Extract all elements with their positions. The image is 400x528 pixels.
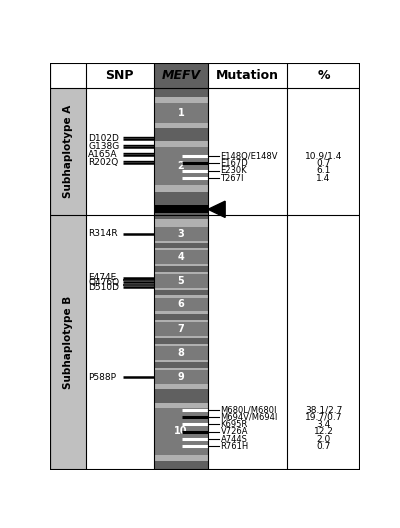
Text: E167D: E167D <box>220 159 248 168</box>
Text: D102D: D102D <box>88 134 119 143</box>
Bar <box>154 241 208 243</box>
Bar <box>154 384 208 389</box>
Bar <box>154 408 208 455</box>
Bar <box>154 403 208 408</box>
Text: M680L/M680I: M680L/M680I <box>220 406 277 414</box>
Bar <box>154 264 208 266</box>
Text: Mutation: Mutation <box>216 69 279 82</box>
Bar <box>154 319 208 322</box>
Bar <box>154 288 208 290</box>
Text: 7: 7 <box>178 324 184 334</box>
Text: R314R: R314R <box>88 229 118 238</box>
Bar <box>154 370 208 384</box>
Text: 4: 4 <box>178 252 184 262</box>
Text: G138G: G138G <box>88 142 119 151</box>
Bar <box>154 142 208 146</box>
Text: Subhaplotype B: Subhaplotype B <box>63 296 73 389</box>
Text: K695R: K695R <box>220 420 248 429</box>
Text: 1: 1 <box>178 108 184 118</box>
Text: 0.7: 0.7 <box>316 159 331 168</box>
Text: A744S: A744S <box>220 435 247 444</box>
Text: 2: 2 <box>178 161 184 171</box>
Text: 8: 8 <box>178 348 184 358</box>
Text: M694V/M694I: M694V/M694I <box>220 412 278 421</box>
Text: V726A: V726A <box>220 427 248 436</box>
Bar <box>154 185 208 192</box>
Bar <box>154 205 208 213</box>
Bar <box>154 122 208 128</box>
Text: D510D: D510D <box>88 283 119 292</box>
Polygon shape <box>208 201 225 218</box>
Text: SNP: SNP <box>106 69 134 82</box>
Text: MEFV: MEFV <box>162 69 200 82</box>
Bar <box>154 248 208 250</box>
Text: 12.2: 12.2 <box>314 427 334 436</box>
Text: 9: 9 <box>178 372 184 382</box>
Text: T267I: T267I <box>220 174 244 183</box>
Text: R202Q: R202Q <box>88 158 118 167</box>
Text: 10: 10 <box>174 426 188 436</box>
Bar <box>154 103 208 122</box>
Bar <box>154 220 208 227</box>
Text: 0.7: 0.7 <box>316 442 331 451</box>
Bar <box>154 360 208 362</box>
Bar <box>154 272 208 274</box>
Bar <box>154 63 208 470</box>
Bar <box>154 336 208 338</box>
Text: Q476Q: Q476Q <box>88 278 119 287</box>
Bar <box>154 97 208 103</box>
Bar <box>154 322 208 336</box>
Text: 2.0: 2.0 <box>316 435 331 444</box>
Text: A165A: A165A <box>88 150 118 159</box>
Bar <box>154 250 208 264</box>
Text: 19.7/0.7: 19.7/0.7 <box>305 412 342 421</box>
Text: Subhaplotype A: Subhaplotype A <box>63 105 73 198</box>
Bar <box>154 368 208 370</box>
Text: R761H: R761H <box>220 442 249 451</box>
Text: 1.4: 1.4 <box>316 174 331 183</box>
Text: E230K: E230K <box>220 166 247 175</box>
Bar <box>154 344 208 346</box>
Bar <box>154 146 208 185</box>
Text: E148Q/E148V: E148Q/E148V <box>220 152 278 161</box>
Text: %: % <box>317 69 330 82</box>
Text: 38.1/2.7: 38.1/2.7 <box>305 406 342 414</box>
Bar <box>154 274 208 288</box>
Text: 6: 6 <box>178 299 184 309</box>
Text: E474E: E474E <box>88 273 116 282</box>
Bar <box>154 227 208 241</box>
Text: P588P: P588P <box>88 373 116 382</box>
Bar <box>154 346 208 360</box>
Bar <box>154 312 208 314</box>
Bar <box>154 298 208 312</box>
Text: 3.4: 3.4 <box>316 420 331 429</box>
Bar <box>50 214 86 470</box>
Text: 6.1: 6.1 <box>316 166 331 175</box>
Text: 10.9/1.4: 10.9/1.4 <box>305 152 342 161</box>
Text: 3: 3 <box>178 229 184 239</box>
Bar <box>50 88 86 214</box>
Bar <box>154 295 208 298</box>
Bar <box>154 455 208 461</box>
Text: 5: 5 <box>178 276 184 286</box>
